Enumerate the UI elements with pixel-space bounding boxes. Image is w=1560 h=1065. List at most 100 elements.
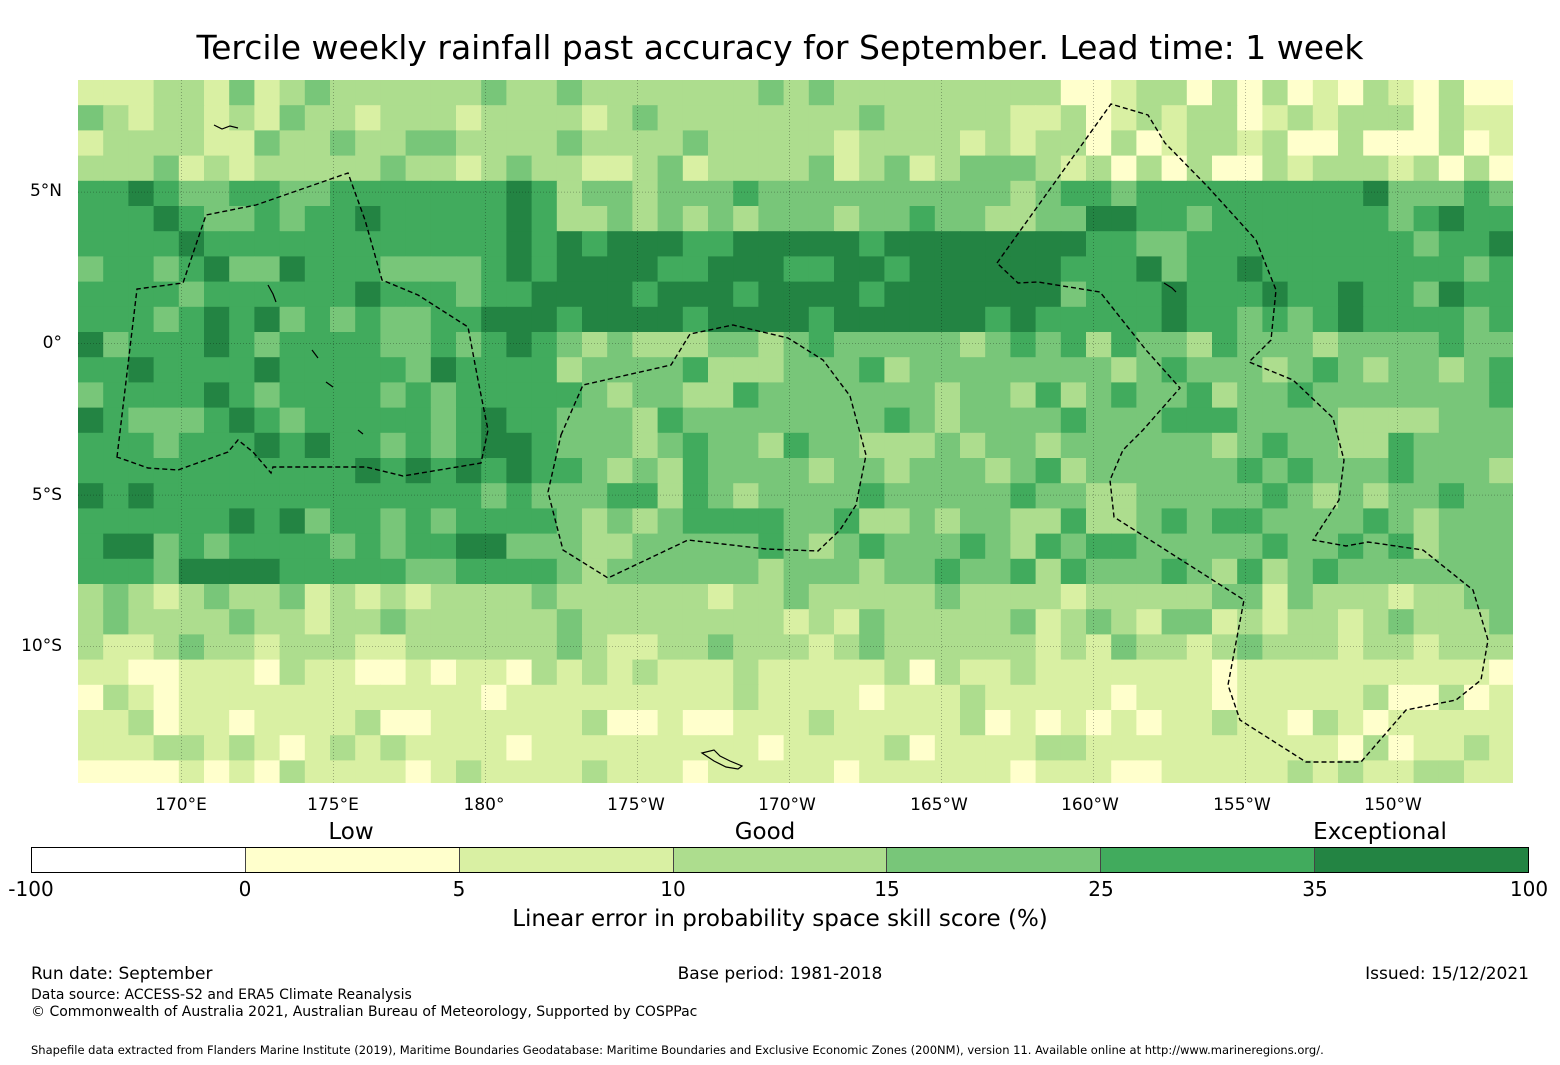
grid-cell bbox=[556, 760, 583, 783]
grid-cell bbox=[884, 533, 911, 560]
grid-cell bbox=[481, 281, 507, 308]
grid-cell bbox=[279, 281, 306, 308]
grid-cell bbox=[304, 80, 331, 106]
grid-cell bbox=[1237, 306, 1263, 333]
grid-cell bbox=[582, 584, 608, 610]
grid-cell bbox=[405, 458, 432, 484]
grid-cell bbox=[1111, 508, 1137, 535]
grid-cell bbox=[506, 256, 533, 283]
grid-cell bbox=[1212, 558, 1238, 585]
grid-cell bbox=[1111, 80, 1137, 106]
grid-cell bbox=[1111, 684, 1137, 711]
grid-cell bbox=[783, 659, 810, 686]
grid-cell bbox=[657, 80, 684, 106]
grid-cell bbox=[1489, 584, 1513, 610]
grid-cell bbox=[1489, 508, 1513, 535]
grid-cell bbox=[254, 634, 281, 661]
grid-cell bbox=[909, 332, 936, 358]
grid-cell bbox=[380, 407, 407, 434]
grid-cell bbox=[909, 659, 936, 686]
grid-cell bbox=[1388, 281, 1415, 308]
grid-cell bbox=[254, 483, 281, 509]
grid-cell bbox=[531, 584, 558, 610]
grid-cell bbox=[1312, 306, 1339, 333]
colorbar-tick: 0 bbox=[238, 877, 252, 901]
grid-cell bbox=[960, 155, 986, 182]
grid-cell bbox=[884, 80, 911, 106]
grid-cell bbox=[934, 281, 961, 308]
grid-cell bbox=[1464, 584, 1490, 610]
grid-cell bbox=[128, 281, 155, 308]
grid-cell bbox=[1035, 155, 1062, 182]
grid-cell bbox=[1136, 634, 1163, 661]
grid-cell bbox=[1312, 281, 1339, 308]
grid-cell bbox=[456, 458, 482, 484]
grid-cell bbox=[229, 332, 255, 358]
grid-cell bbox=[1111, 533, 1137, 560]
grid-cell bbox=[304, 306, 331, 333]
grid-cell bbox=[405, 206, 432, 232]
grid-cell bbox=[909, 432, 936, 459]
grid-cell bbox=[330, 180, 356, 207]
grid-cell bbox=[1363, 357, 1389, 383]
grid-cell bbox=[808, 710, 835, 736]
grid-cell bbox=[304, 105, 331, 131]
grid-cell bbox=[1010, 256, 1037, 283]
grid-cell bbox=[1287, 533, 1314, 560]
grid-cell bbox=[178, 533, 205, 560]
grid-cell bbox=[279, 357, 306, 383]
grid-cell bbox=[1464, 508, 1490, 535]
grid-cell bbox=[1060, 760, 1087, 783]
grid-cell bbox=[254, 584, 281, 610]
grid-cell bbox=[405, 508, 432, 535]
grid-cell bbox=[1388, 357, 1415, 383]
grid-cell bbox=[1237, 180, 1263, 207]
grid-cell bbox=[1464, 483, 1490, 509]
grid-cell bbox=[506, 533, 533, 560]
grid-cell bbox=[229, 206, 255, 232]
grid-cell bbox=[506, 483, 533, 509]
grid-cell bbox=[960, 80, 986, 106]
grid-cell bbox=[380, 634, 407, 661]
grid-cell bbox=[128, 659, 155, 686]
grid-cell bbox=[884, 407, 911, 434]
grid-cell bbox=[733, 206, 759, 232]
lon-label-175e: 175°E bbox=[307, 795, 359, 815]
colorbar-bin-6 bbox=[1101, 848, 1316, 872]
grid-cell bbox=[1086, 760, 1112, 783]
grid-cell bbox=[178, 256, 205, 283]
grid-cell bbox=[657, 281, 684, 308]
grid-cell bbox=[506, 281, 533, 308]
grid-cell bbox=[708, 306, 734, 333]
grid-cell bbox=[985, 684, 1011, 711]
grid-cell bbox=[178, 80, 205, 106]
grid-cell bbox=[405, 735, 432, 761]
grid-cell bbox=[1060, 206, 1087, 232]
base-period: Base period: 1981-2018 bbox=[677, 964, 883, 984]
grid-cell bbox=[481, 432, 507, 459]
grid-cell bbox=[985, 735, 1011, 761]
grid-cell bbox=[1161, 710, 1188, 736]
grid-cell bbox=[934, 357, 961, 383]
grid-cell bbox=[783, 155, 810, 182]
grid-cell bbox=[783, 558, 810, 585]
grid-cell bbox=[330, 634, 356, 661]
grid-cell bbox=[783, 634, 810, 661]
grid-cell bbox=[254, 533, 281, 560]
grid-cell bbox=[405, 684, 432, 711]
grid-cell bbox=[834, 710, 860, 736]
grid-cell bbox=[1388, 458, 1415, 484]
grid-cell bbox=[808, 760, 835, 783]
grid-cell bbox=[1312, 458, 1339, 484]
grid-cell bbox=[607, 735, 633, 761]
grid-cell bbox=[1489, 130, 1513, 157]
grid-cell bbox=[1010, 609, 1037, 635]
grid-cell bbox=[1111, 407, 1137, 434]
grid-cell bbox=[808, 306, 835, 333]
grid-cell bbox=[682, 483, 709, 509]
grid-cell bbox=[1413, 180, 1440, 207]
grid-cell bbox=[556, 684, 583, 711]
island-fragment bbox=[1163, 282, 1177, 293]
grid-cell bbox=[859, 634, 885, 661]
grid-cell bbox=[556, 281, 583, 308]
